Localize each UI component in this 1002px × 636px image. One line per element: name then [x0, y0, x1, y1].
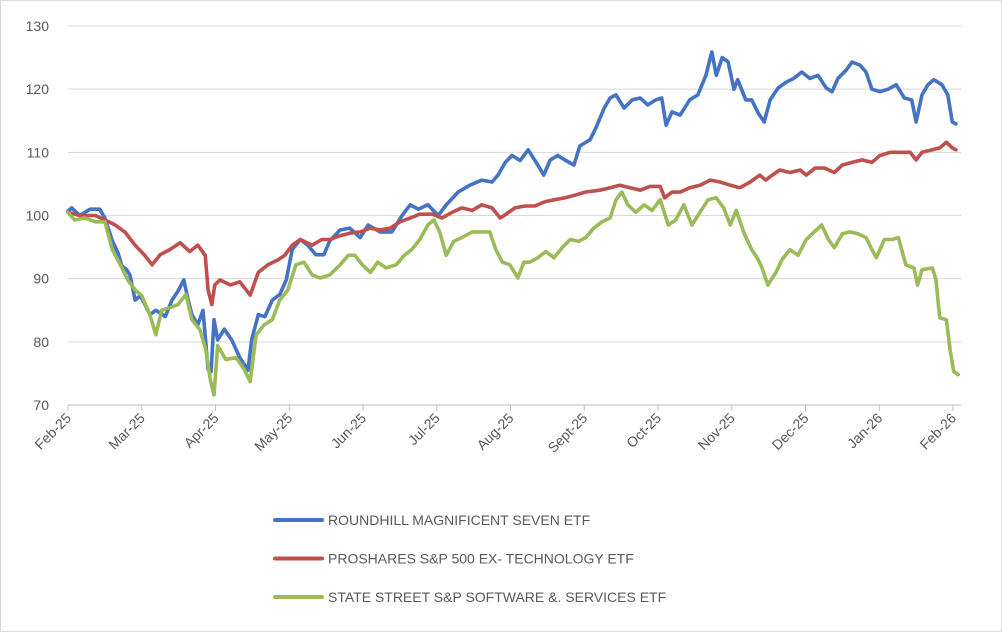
- x-tick-label: Dec-25: [768, 410, 811, 453]
- y-tick-label: 80: [33, 334, 49, 350]
- legend-label: STATE STREET S&P SOFTWARE &. SERVICES ET…: [328, 589, 666, 605]
- y-tick-label: 70: [33, 397, 49, 413]
- y-tick-label: 110: [27, 144, 50, 160]
- x-tick-label: Apr-25: [181, 410, 222, 451]
- series-line-3: [66, 190, 960, 397]
- y-axis-labels: 70 80 90 100 110 120 130: [26, 18, 50, 413]
- x-tick-label: Jan-26: [844, 410, 886, 452]
- x-tick-label: Sept-25: [544, 410, 590, 456]
- y-tick-label: 100: [26, 208, 50, 224]
- x-tick-label: Jun-25: [328, 410, 370, 452]
- series-line-2: [66, 140, 958, 307]
- y-tick-label: 90: [33, 271, 49, 287]
- legend-label: PROSHARES S&P 500 EX- TECHNOLOGY ETF: [328, 551, 634, 567]
- x-tick-label: Aug-25: [473, 410, 516, 453]
- x-tick-label: Nov-25: [695, 410, 738, 453]
- x-tick-label: Mar-25: [105, 410, 148, 453]
- gridlines: [68, 25, 961, 343]
- series-lines: [66, 50, 960, 397]
- legend: ROUNDHILL MAGNIFICENT SEVEN ETF PROSHARES…: [273, 512, 666, 605]
- y-tick-label: 120: [26, 81, 50, 97]
- x-tick-label: Feb-25: [31, 410, 74, 453]
- x-tick-label: May-25: [251, 410, 295, 454]
- x-tick-label: Jul-25: [405, 410, 443, 448]
- legend-label: ROUNDHILL MAGNIFICENT SEVEN ETF: [328, 512, 590, 528]
- x-tick-label: Feb-26: [916, 410, 959, 453]
- y-tick-label: 130: [26, 18, 50, 34]
- x-tick-label: Oct-25: [623, 410, 664, 451]
- x-axis: Feb-25 Mar-25 Apr-25 May-25 Jun-25 Jul-25 Aug-…: [31, 404, 961, 456]
